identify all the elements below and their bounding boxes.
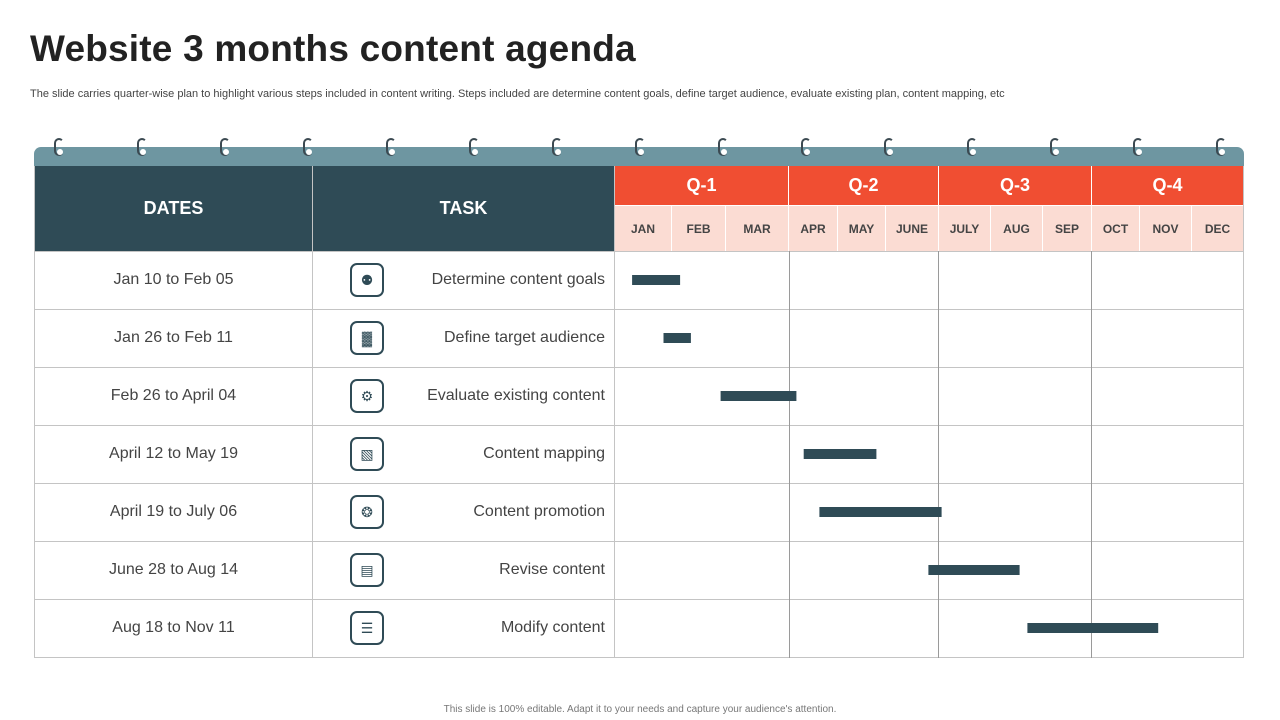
gantt-bar [632,275,681,285]
row-divider [35,309,1243,310]
row-divider [35,657,1243,658]
gantt-bar [803,449,877,459]
column-divider [1091,251,1092,658]
date-range: April 19 to July 06 [109,502,238,520]
column-divider [1243,166,1244,658]
date-range: Jan 10 to Feb 05 [113,270,234,288]
column-divider [614,166,615,658]
month-header: AUG [991,205,1043,251]
binding-ring-icon [137,138,147,156]
month-header: JAN [615,205,672,251]
document-edit-icon: ▤ [350,553,384,587]
binding-ring-icon [801,138,811,156]
clipboard-icon: ☰ [350,611,384,645]
binding-ring-icon [469,138,479,156]
month-header: SEP [1043,205,1092,251]
column-divider [938,251,939,658]
row-divider [35,483,1243,484]
binding-ring-icon [635,138,645,156]
gantt-bar [819,507,942,517]
task-name: Modify content [500,618,605,636]
month-header: DEC [1192,205,1244,251]
task-name: Content mapping [483,444,605,462]
task-name: Evaluate existing content [427,386,605,404]
binding-ring-icon [303,138,313,156]
gantt-bar [720,391,797,401]
date-range: Feb 26 to April 04 [110,386,237,404]
task-column-header: TASK [313,166,614,251]
footer-note: This slide is 100% editable. Adapt it to… [443,704,837,715]
quarter-header: Q-4 [1092,166,1244,205]
dates-column-header: DATES [35,166,312,251]
quarter-header: Q-1 [615,166,789,205]
month-header: JULY [939,205,991,251]
binding-ring-icon [54,138,64,156]
page-subtitle: The slide carries quarter-wise plan to h… [30,88,1005,100]
date-range: April 12 to May 19 [109,444,238,462]
date-range: Jan 26 to Feb 11 [114,328,233,346]
task-name: Determine content goals [431,270,605,288]
task-name: Define target audience [444,328,605,346]
binding-ring-icon [1216,138,1226,156]
binding-ring-icon [552,138,562,156]
month-header: MAR [726,205,789,251]
month-header: OCT [1092,205,1140,251]
month-header: MAY [838,205,886,251]
month-header: FEB [672,205,726,251]
column-divider [34,166,35,658]
date-range: Aug 18 to Nov 11 [112,618,235,636]
task-name: Content promotion [473,502,605,520]
row-divider [35,367,1243,368]
binding-ring-icon [386,138,396,156]
binding-ring-icon [1050,138,1060,156]
map-pin-icon: ▧ [350,437,384,471]
page-title: Website 3 months content agenda [30,28,636,69]
binding-ring-icon [1133,138,1143,156]
gears-icon: ⚙ [350,379,384,413]
row-divider [35,541,1243,542]
binding-ring-icon [967,138,977,156]
column-divider [312,166,313,658]
month-header: NOV [1140,205,1192,251]
gantt-bar [663,333,691,343]
row-divider [35,251,1243,252]
row-divider [35,599,1243,600]
quarter-header: Q-2 [789,166,939,205]
binding-ring-icon [718,138,728,156]
row-divider [35,425,1243,426]
month-header: JUNE [886,205,939,251]
column-divider [789,251,790,658]
target-group-icon: ⚉ [350,263,384,297]
gantt-bar [928,565,1020,575]
audience-chart-icon: ▓ [350,321,384,355]
gantt-bar [1027,623,1159,633]
quarter-header: Q-3 [939,166,1092,205]
megaphone-icon: ❂ [350,495,384,529]
month-header: APR [789,205,838,251]
task-name: Revise content [499,560,605,578]
binding-ring-icon [220,138,230,156]
binding-ring-icon [884,138,894,156]
date-range: June 28 to Aug 14 [109,560,238,578]
calendar-binding [34,138,1244,166]
